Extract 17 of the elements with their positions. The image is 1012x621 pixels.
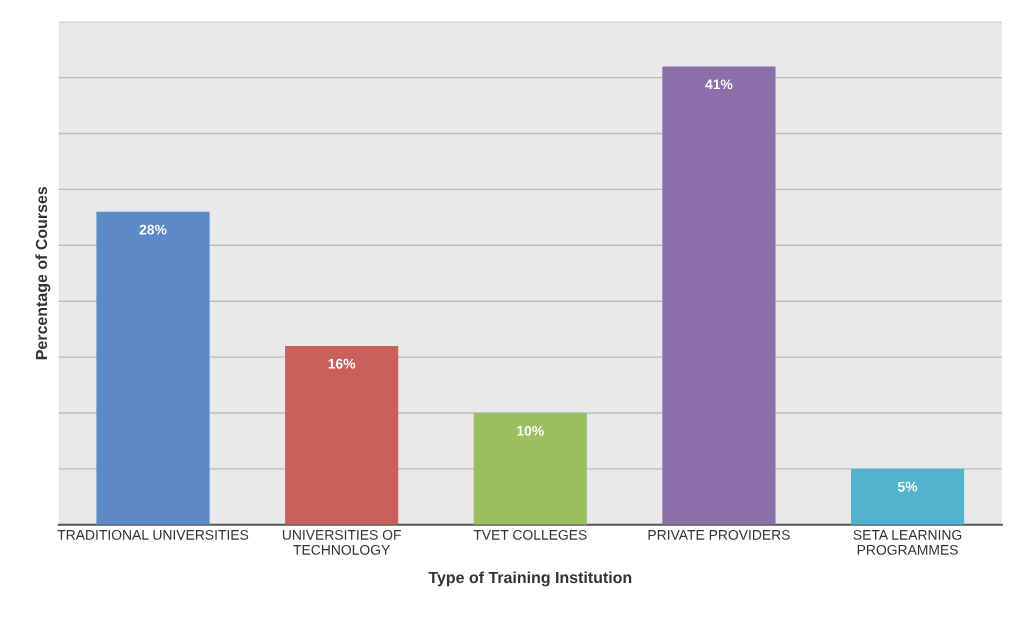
x-tick-label: PRIVATE PROVIDERS <box>648 529 790 540</box>
y-axis-title: Percentage of Courses <box>35 186 51 360</box>
x-tick-label: SETA LEARNING PROGRAMMES <box>853 529 962 555</box>
data-label: 10% <box>517 425 544 436</box>
bar <box>285 345 399 525</box>
x-axis-title: Type of Training Institution <box>428 571 632 587</box>
data-label: 5% <box>897 481 918 492</box>
data-label: 28% <box>139 224 167 235</box>
bar <box>96 211 210 525</box>
x-tick-label: TRADITIONAL UNIVERSITIES <box>57 529 249 540</box>
x-tick-label: TVET COLLEGES <box>473 529 587 540</box>
bar <box>850 468 965 525</box>
data-label: 41% <box>705 79 733 90</box>
bar <box>662 66 776 525</box>
bar <box>473 412 587 525</box>
x-tick-label: UNIVERSITIES OF TECHNOLOGY <box>282 529 401 555</box>
data-label: 16% <box>328 358 356 369</box>
